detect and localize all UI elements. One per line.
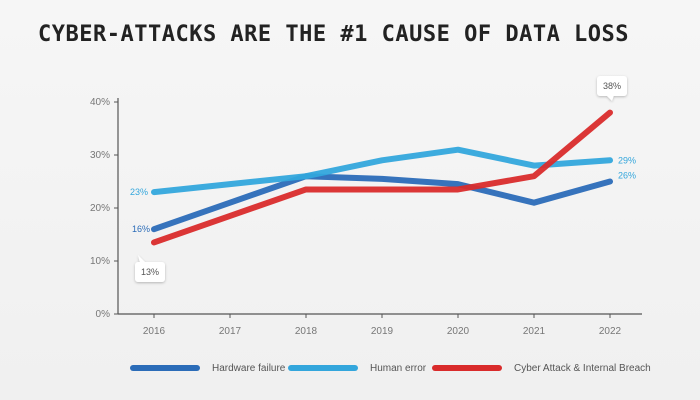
legend-label: Cyber Attack & Internal Breach [514,362,651,374]
callout-text: 38% [603,81,621,91]
y-tick-label: 40% [90,97,110,108]
cyber-end-callout: 38% [597,76,627,101]
x-tick-label: 2016 [143,326,166,337]
x-tick-label: 2017 [219,326,242,337]
hardware-start-label: 16% [132,224,150,234]
legend-item-2: Human error [288,356,426,380]
legend-item-3: Cyber Attack & Internal Breach [432,356,651,380]
x-tick-label: 2019 [371,326,394,337]
y-tick-label: 0% [96,309,111,320]
hardware-end-label: 26% [618,171,636,181]
x-tick-label: 2020 [447,326,470,337]
callout-box [597,76,627,96]
legend-label: Human error [370,362,427,374]
callout-text: 13% [141,267,159,277]
callout-box [135,262,165,282]
y-tick-label: 20% [90,203,110,214]
legend-label: Hardware failure [212,362,286,374]
x-tick-label: 2018 [295,326,318,337]
y-tick-label: 30% [90,150,110,161]
x-tick-label: 2022 [599,326,622,337]
legend-swatch [288,365,358,371]
legend-swatch [130,365,200,371]
callout-pointer [606,95,614,101]
y-tick-label: 10% [90,256,110,267]
callout-pointer [138,255,146,263]
cyber-start-callout: 13% [135,255,165,282]
legend-swatch [432,365,502,371]
human-error-start-label: 23% [130,187,148,197]
legend-item-1: Hardware failure [130,356,285,380]
x-tick-label: 2021 [523,326,546,337]
chart-legend: Hardware failure Human error Cyber Attack … [0,356,700,380]
chart-title: CYBER-ATTACKS ARE THE #1 CAUSE OF DATA L… [38,22,630,47]
human-error-end-label: 29% [618,155,636,165]
